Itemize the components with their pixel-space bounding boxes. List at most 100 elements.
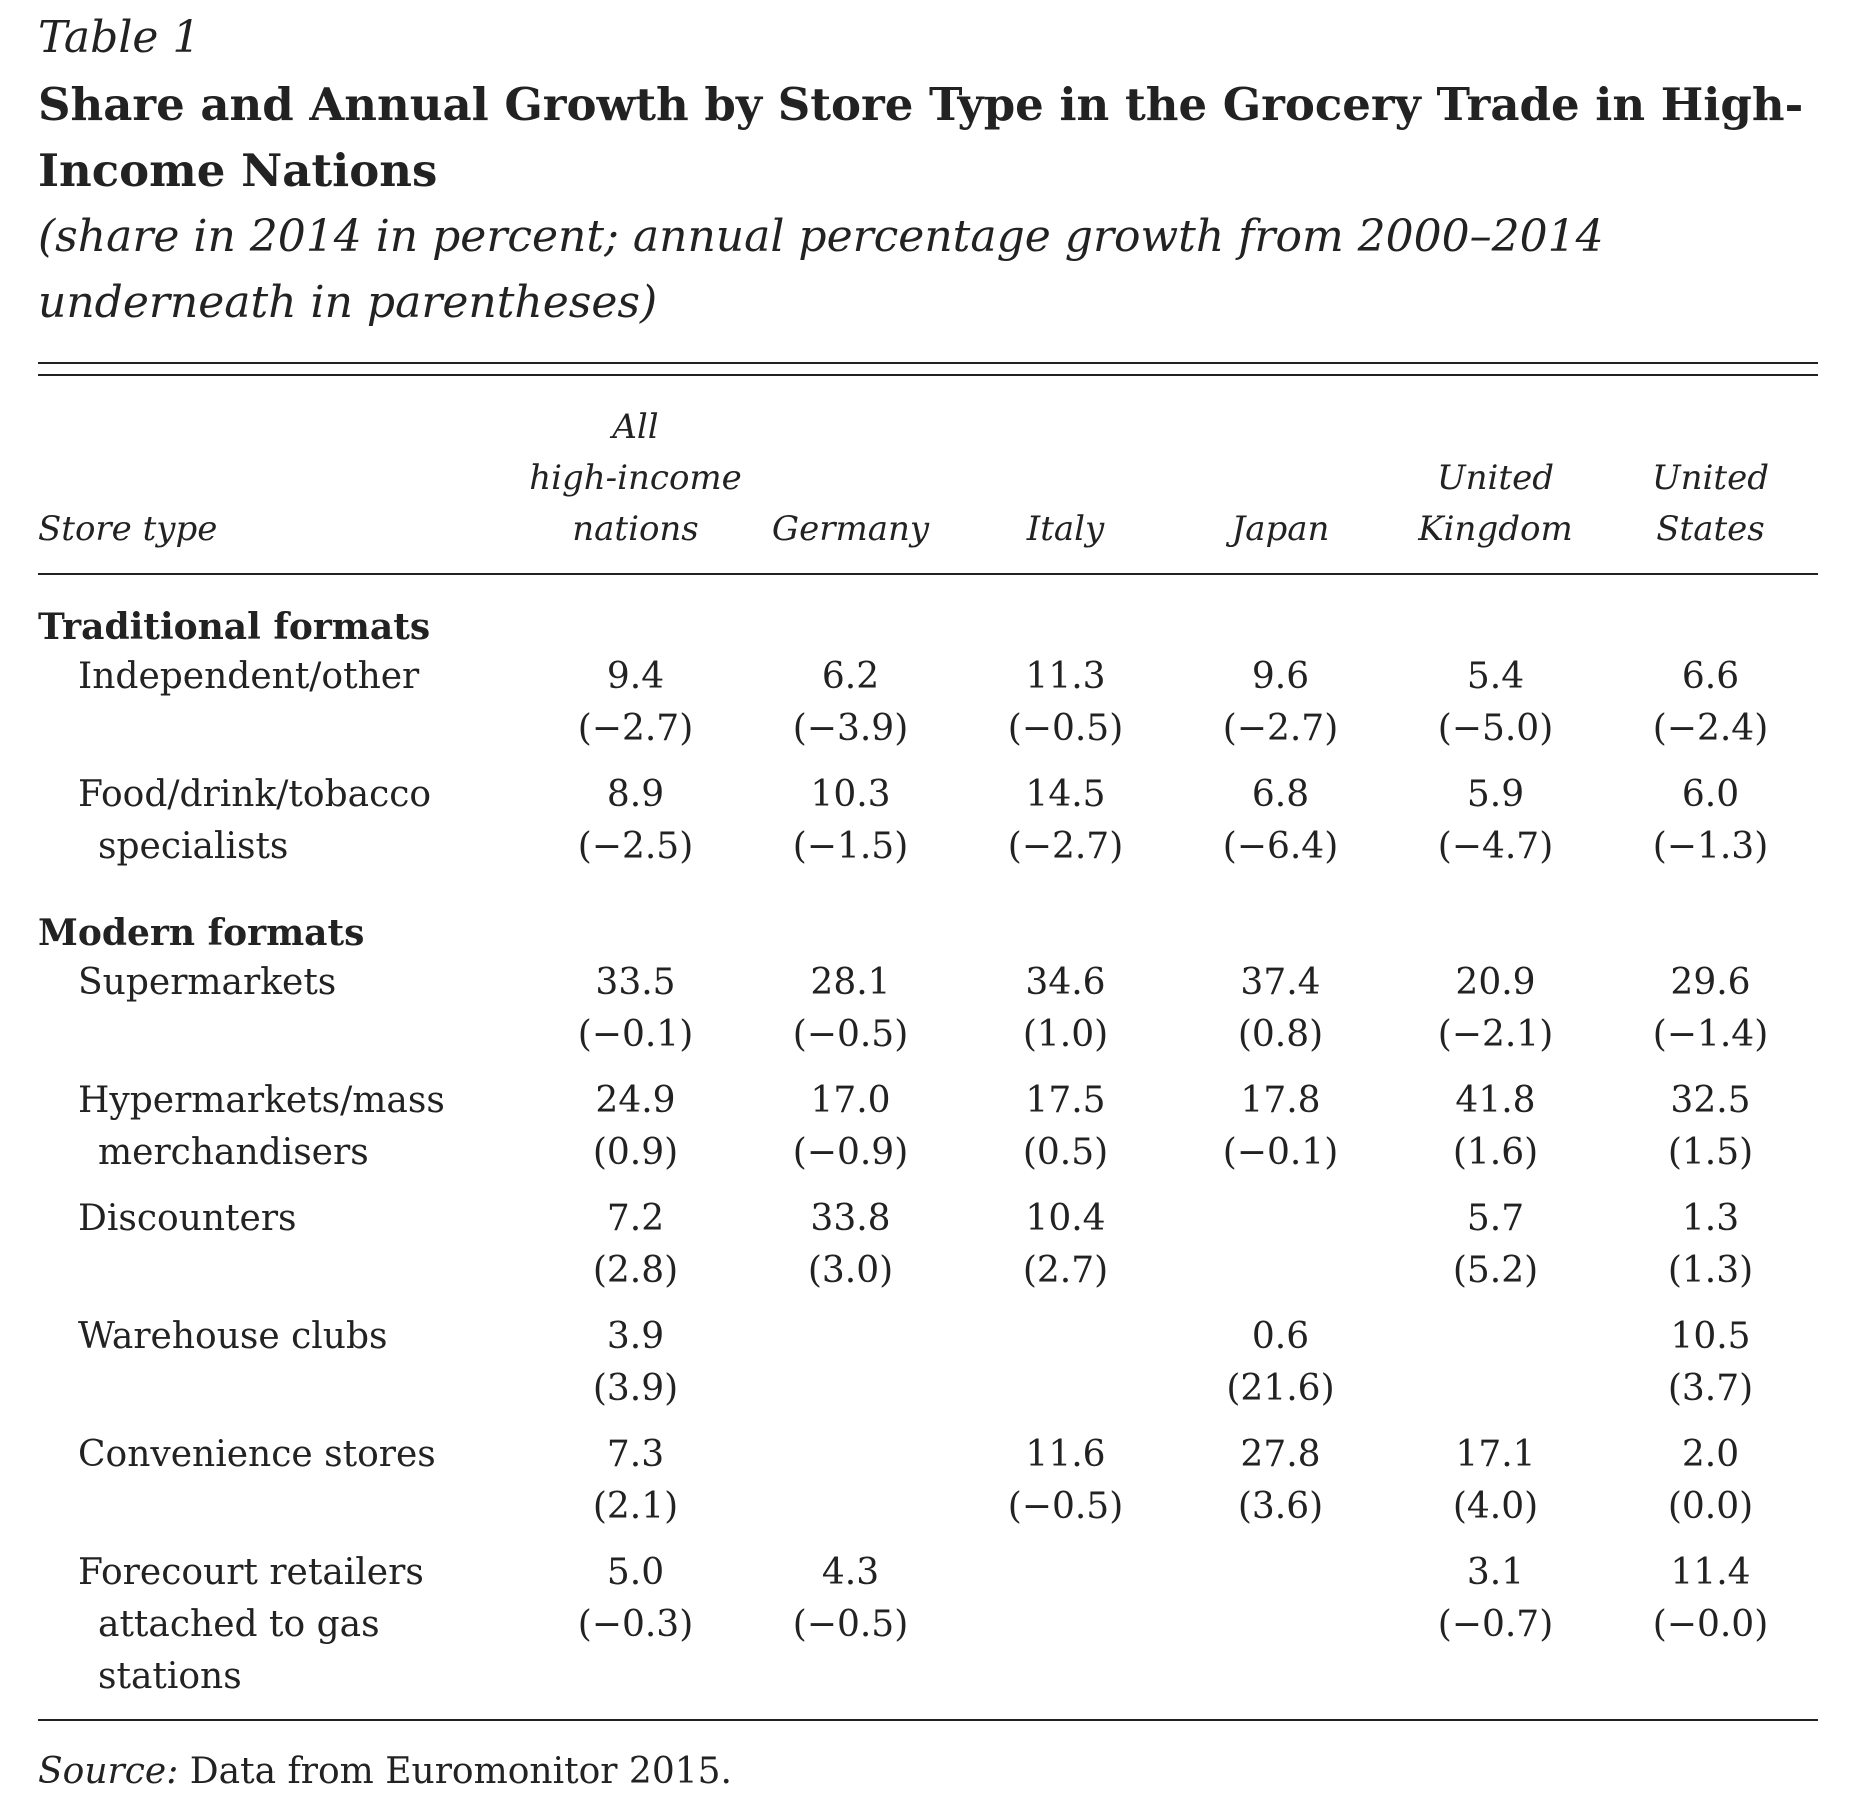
share-value: 7.3 <box>606 1434 665 1475</box>
cell-united-kingdom: 5.4 (−5.0) <box>1388 651 1603 769</box>
cell-all-high-income: 24.9 (0.9) <box>528 1075 743 1193</box>
share-value: 34.6 <box>1025 962 1106 1003</box>
growth-value: (0.5) <box>1022 1132 1109 1173</box>
share-value: 17.0 <box>810 1080 891 1121</box>
section-heading: Modern formats <box>38 912 365 954</box>
share-value: 5.4 <box>1466 656 1525 697</box>
cell-united-kingdom: 20.9 (−2.1) <box>1388 957 1603 1075</box>
growth-value <box>1173 1599 1388 1651</box>
growth-value: (−1.5) <box>792 826 909 867</box>
data-table: Store type All high-income nations Germa… <box>38 376 1818 1719</box>
row-label: Convenience stores <box>38 1429 528 1547</box>
top-double-rule <box>38 362 1818 376</box>
share-value: 6.0 <box>1681 774 1740 815</box>
row-label: Food/drink/tobacco specialists <box>38 769 528 887</box>
row-label-line: Discounters <box>78 1198 297 1239</box>
growth-value: (−1.4) <box>1652 1014 1769 1055</box>
cell-japan: 27.8 (3.6) <box>1173 1429 1388 1547</box>
growth-value: (−0.5) <box>1007 1486 1124 1527</box>
growth-value: (−1.3) <box>1652 826 1769 867</box>
section-row: Traditional formats <box>38 574 1818 651</box>
row-label: Warehouse clubs <box>38 1311 528 1429</box>
cell-italy <box>958 1547 1173 1719</box>
share-value: 32.5 <box>1670 1080 1751 1121</box>
share-value: 6.8 <box>1251 774 1310 815</box>
growth-value: (2.1) <box>592 1486 679 1527</box>
cell-japan: 0.6 (21.6) <box>1173 1311 1388 1429</box>
share-value: 5.0 <box>606 1552 665 1593</box>
share-value: 37.4 <box>1240 962 1321 1003</box>
cell-united-kingdom: 3.1 (−0.7) <box>1388 1547 1603 1719</box>
growth-value: (5.2) <box>1452 1250 1539 1291</box>
share-value: 33.8 <box>810 1198 891 1239</box>
share-value: 5.7 <box>1466 1198 1525 1239</box>
row-label-line: Forecourt retailers <box>78 1552 424 1593</box>
share-value <box>743 1429 958 1481</box>
row-label: Independent/other <box>38 651 528 769</box>
cell-italy: 10.4 (2.7) <box>958 1193 1173 1311</box>
row-label: Forecourt retailers attached to gas stati… <box>38 1547 528 1719</box>
cell-japan <box>1173 1547 1388 1719</box>
bottom-rule <box>38 1719 1818 1721</box>
header-united-kingdom: United Kingdom <box>1388 376 1603 575</box>
header-all-line-3: nations <box>572 509 699 549</box>
cell-italy: 17.5 (0.5) <box>958 1075 1173 1193</box>
cell-italy: 11.3 (−0.5) <box>958 651 1173 769</box>
source-text: Data from Euromonitor 2015. <box>178 1751 732 1792</box>
share-value <box>1388 1311 1603 1363</box>
growth-value: (−0.5) <box>1007 708 1124 749</box>
table-label: Table 1 <box>38 12 201 63</box>
share-value: 0.6 <box>1251 1316 1310 1357</box>
growth-value: (−0.1) <box>1222 1132 1339 1173</box>
source-note: Source: Data from Euromonitor 2015. <box>38 1747 1818 1797</box>
share-value: 2.0 <box>1681 1434 1740 1475</box>
share-value: 10.3 <box>810 774 891 815</box>
growth-value: (1.3) <box>1667 1250 1754 1291</box>
table-row: Warehouse clubs 3.9 (3.9) 0.6 (21.6) 10.5 (3… <box>38 1311 1818 1429</box>
cell-united-states: 32.5 (1.5) <box>1603 1075 1818 1193</box>
row-label: Hypermarkets/mass merchandisers <box>38 1075 528 1193</box>
cell-japan: 9.6 (−2.7) <box>1173 651 1388 769</box>
growth-value <box>743 1481 958 1533</box>
cell-italy: 14.5 (−2.7) <box>958 769 1173 887</box>
section-row: Modern formats <box>38 887 1818 957</box>
growth-value: (0.9) <box>592 1132 679 1173</box>
growth-value: (−0.5) <box>792 1604 909 1645</box>
cell-germany: 17.0 (−0.9) <box>743 1075 958 1193</box>
share-value: 3.1 <box>1466 1552 1525 1593</box>
share-value: 29.6 <box>1670 962 1751 1003</box>
cell-germany <box>743 1429 958 1547</box>
header-store-type: Store type <box>38 376 528 575</box>
share-value: 20.9 <box>1455 962 1536 1003</box>
share-value: 27.8 <box>1240 1434 1321 1475</box>
cell-united-kingdom: 17.1 (4.0) <box>1388 1429 1603 1547</box>
cell-all-high-income: 7.2 (2.8) <box>528 1193 743 1311</box>
header-uk-line-1: United <box>1437 458 1554 498</box>
cell-all-high-income: 3.9 (3.9) <box>528 1311 743 1429</box>
table-row: Forecourt retailers attached to gas stati… <box>38 1547 1818 1719</box>
header-japan: Japan <box>1173 376 1388 575</box>
header-united-states: United States <box>1603 376 1818 575</box>
growth-value: (−2.5) <box>577 826 694 867</box>
row-label-continuation: attached to gas stations <box>98 1604 380 1697</box>
cell-germany: 10.3 (−1.5) <box>743 769 958 887</box>
header-all-line-2: high-income <box>529 458 742 498</box>
table-row: Food/drink/tobacco specialists 8.9 (−2.5) 10… <box>38 769 1818 887</box>
growth-value <box>743 1363 958 1415</box>
growth-value: (2.7) <box>1022 1250 1109 1291</box>
cell-japan: 17.8 (−0.1) <box>1173 1075 1388 1193</box>
header-germany: Germany <box>743 376 958 575</box>
growth-value: (−3.9) <box>792 708 909 749</box>
row-label-line: Supermarkets <box>78 962 337 1003</box>
cell-all-high-income: 7.3 (2.1) <box>528 1429 743 1547</box>
growth-value: (1.5) <box>1667 1132 1754 1173</box>
growth-value: (21.6) <box>1226 1368 1335 1409</box>
growth-value: (−0.5) <box>792 1014 909 1055</box>
cell-germany <box>743 1311 958 1429</box>
share-value: 17.5 <box>1025 1080 1106 1121</box>
cell-italy <box>958 1311 1173 1429</box>
growth-value: (3.7) <box>1667 1368 1754 1409</box>
growth-value <box>1173 1245 1388 1297</box>
growth-value: (−0.9) <box>792 1132 909 1173</box>
cell-united-kingdom: 41.8 (1.6) <box>1388 1075 1603 1193</box>
